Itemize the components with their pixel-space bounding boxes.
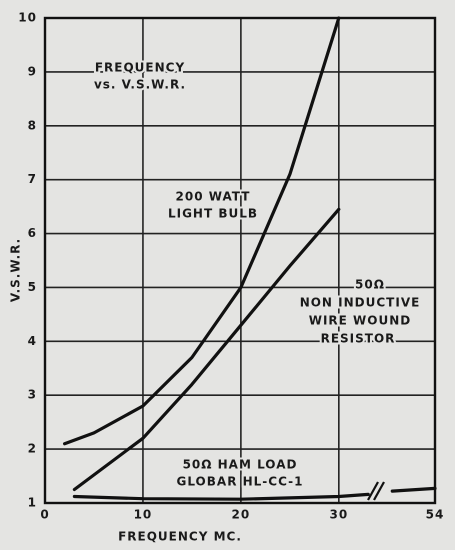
y-tick-label: 1 xyxy=(28,496,37,510)
x-tick-label: 30 xyxy=(329,508,348,522)
annotation: vs. V.S.W.R. xyxy=(94,78,186,92)
y-axis-label: V.S.W.R. xyxy=(9,238,23,302)
break-mark xyxy=(373,481,385,501)
line-series xyxy=(72,486,437,501)
annotation: FREQUENCY xyxy=(95,61,185,75)
annotation: LIGHT BULB xyxy=(168,207,258,221)
x-tick-label: 20 xyxy=(232,508,251,522)
annotation: NON INDUCTIVE xyxy=(300,296,421,310)
x-tick-label: 54 xyxy=(426,508,445,522)
annotation: GLOBAR HL-CC-1 xyxy=(176,475,303,489)
y-tick-label: 3 xyxy=(28,388,37,402)
annotation: RESISTOR xyxy=(321,332,396,346)
y-tick-label: 9 xyxy=(28,64,37,78)
y-tick-label: 5 xyxy=(28,280,37,294)
annotation: 50Ω HAM LOAD xyxy=(183,458,298,472)
y-tick-label: 8 xyxy=(28,118,37,132)
y-tick-label: 7 xyxy=(28,172,37,186)
y-tick-label: 6 xyxy=(28,226,37,240)
x-tick-label: 0 xyxy=(40,508,49,522)
y-tick-label: 4 xyxy=(28,334,37,348)
break-mark xyxy=(367,481,379,501)
annotation: WIRE WOUND xyxy=(309,314,412,328)
plot-frame xyxy=(43,16,437,505)
line-series xyxy=(62,16,341,446)
annotation: 200 WATT xyxy=(176,190,251,204)
y-tick-label: 2 xyxy=(28,442,37,456)
x-tick-label: 10 xyxy=(134,508,153,522)
y-tick-label: 10 xyxy=(18,11,37,25)
annotation: 50Ω xyxy=(355,278,385,292)
x-axis-label: FREQUENCY MC. xyxy=(118,530,242,544)
axis-break xyxy=(367,481,385,501)
line-series xyxy=(72,207,341,492)
